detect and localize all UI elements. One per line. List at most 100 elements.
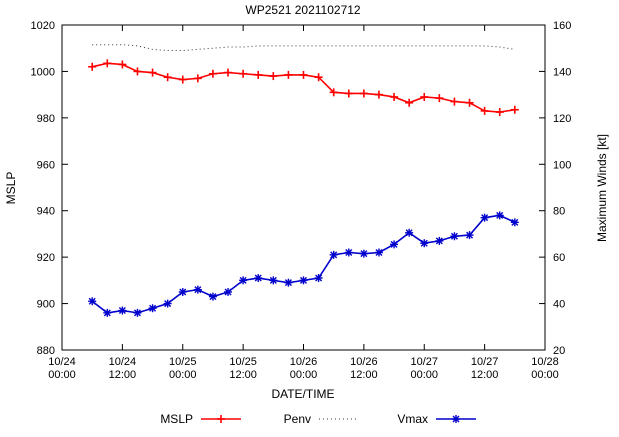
star-marker: [103, 308, 112, 317]
plus-marker: [359, 89, 368, 98]
y-tick-label-right: 60: [553, 252, 565, 264]
plus-marker: [299, 70, 308, 79]
star-marker: [193, 285, 202, 294]
star-marker: [88, 297, 97, 306]
y-tick-label-left: 900: [37, 299, 55, 311]
series-line-penv: [92, 44, 515, 52]
y-tick-label-right: 80: [553, 206, 565, 218]
star-marker: [254, 274, 263, 283]
chart-title: WP2521 2021102712: [245, 3, 361, 17]
star-marker: [435, 236, 444, 245]
plus-marker: [239, 69, 248, 78]
star-marker: [239, 276, 248, 285]
y-tick-label-left: 920: [37, 252, 55, 264]
star-marker: [405, 228, 414, 237]
star-marker: [452, 415, 460, 423]
plus-marker: [420, 92, 429, 101]
plus-marker: [224, 68, 233, 77]
x-tick-label: 10/28 00:00: [531, 356, 559, 381]
x-tick-label: 10/24 12:00: [109, 356, 137, 381]
plus-marker: [88, 62, 97, 71]
plus-marker: [480, 106, 489, 115]
plus-marker: [148, 68, 157, 77]
x-tick-label: 10/25 00:00: [169, 356, 197, 381]
plus-marker: [405, 98, 414, 107]
plus-marker: [465, 98, 474, 107]
x-tick-label: 10/27 12:00: [471, 356, 499, 381]
star-marker: [148, 304, 157, 313]
y-tick-label-left: 1000: [31, 66, 55, 78]
y-tick-label-right: 140: [553, 66, 571, 78]
plus-marker: [344, 89, 353, 98]
legend-label-penv: Penv: [284, 412, 311, 426]
plus-marker: [390, 92, 399, 101]
plus-marker: [495, 108, 504, 117]
x-tick-label: 10/26 12:00: [350, 356, 378, 381]
y-tick-label-right: 160: [553, 20, 571, 32]
star-marker: [314, 274, 323, 283]
plus-marker: [435, 94, 444, 103]
plus-marker: [254, 70, 263, 79]
star-marker: [510, 218, 519, 227]
plus-marker: [208, 69, 217, 78]
star-marker: [495, 211, 504, 220]
star-marker: [344, 248, 353, 257]
star-marker: [480, 213, 489, 222]
star-marker: [390, 240, 399, 249]
x-axis-label: DATE/TIME: [271, 387, 334, 401]
y-tick-label-left: 980: [37, 113, 55, 125]
x-tick-label: 10/26 00:00: [290, 356, 318, 381]
y-tick-label-right: 20: [553, 345, 565, 357]
plus-marker: [314, 73, 323, 82]
y-tick-label-right: 120: [553, 113, 571, 125]
plus-marker: [118, 60, 127, 69]
series-line-vmax: [91, 214, 516, 314]
y-tick-label-left: 880: [37, 345, 55, 357]
star-marker: [450, 232, 459, 241]
star-marker: [359, 249, 368, 258]
star-marker: [329, 250, 338, 259]
star-marker: [163, 299, 172, 308]
star-marker: [465, 231, 474, 240]
legend-label-vmax: Vmax: [397, 412, 428, 426]
star-marker: [208, 292, 217, 301]
plus-marker: [103, 59, 112, 68]
plus-marker: [450, 97, 459, 106]
x-tick-label: 10/27 00:00: [410, 356, 438, 381]
x-tick-label: 10/24 00:00: [48, 356, 76, 381]
plus-marker: [269, 72, 278, 81]
y-tick-label-right: 100: [553, 159, 571, 171]
y-axis-label-right: Maximum Winds [kt]: [595, 134, 609, 242]
x-tick-label: 10/25 12:00: [229, 356, 257, 381]
plus-marker: [163, 73, 172, 82]
star-marker: [224, 287, 233, 296]
star-marker: [118, 306, 127, 315]
plus-marker: [178, 75, 187, 84]
plus-marker: [374, 90, 383, 99]
star-marker: [374, 248, 383, 257]
legend: MSLP Penv Vmax: [160, 412, 476, 426]
y-tick-label-left: 960: [37, 159, 55, 171]
star-marker: [269, 276, 278, 285]
y-axis-label-left: MSLP: [4, 172, 18, 205]
plus-marker: [329, 88, 338, 97]
y-tick-label-left: 940: [37, 206, 55, 218]
star-marker: [133, 308, 142, 317]
axes: 880 900 920 940 960 980 1000 1020 20 40 60 80 100 120…: [31, 20, 572, 381]
plus-marker: [133, 67, 142, 76]
star-marker: [284, 278, 293, 287]
y-tick-label-right: 40: [553, 299, 565, 311]
data-series: [88, 44, 519, 317]
plus-marker: [193, 74, 202, 83]
y-tick-label-left: 1020: [31, 20, 55, 32]
plus-marker: [510, 105, 519, 114]
legend-label-mslp: MSLP: [160, 412, 193, 426]
plus-marker: [284, 70, 293, 79]
star-marker: [299, 276, 308, 285]
star-marker: [178, 287, 187, 296]
star-marker: [420, 239, 429, 248]
plus-marker: [217, 415, 225, 423]
series-line-mslp: [92, 62, 515, 113]
